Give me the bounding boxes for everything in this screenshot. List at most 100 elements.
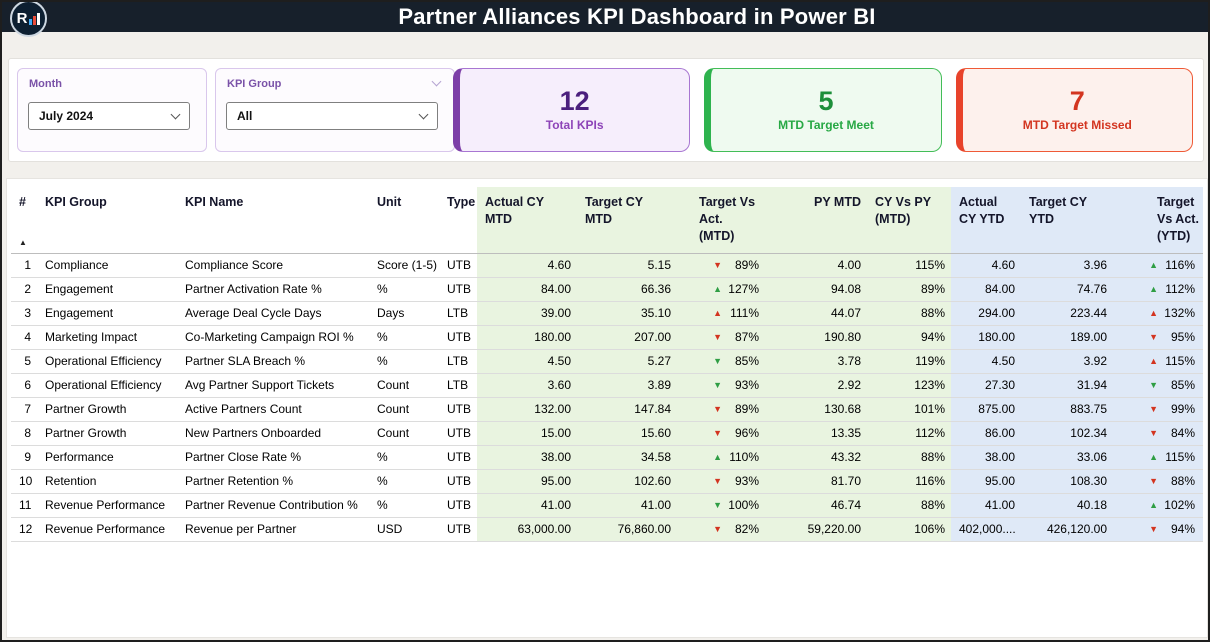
cell-py_mtd: 130.68 xyxy=(765,397,867,422)
triangle-down-icon: ▼ xyxy=(1149,332,1158,342)
cell-tva_ytd: ▼ 84% xyxy=(1113,421,1203,446)
col-header-target_ytd[interactable]: Target CY YTD xyxy=(1021,187,1113,254)
cell-num: 11 xyxy=(11,493,37,518)
cell-target_ytd: 223.44 xyxy=(1021,301,1113,326)
cell-unit: % xyxy=(369,325,439,350)
triangle-up-icon: ▲ xyxy=(1149,500,1158,510)
col-header-num[interactable]: # ▲ xyxy=(11,187,37,254)
cell-py_mtd: 44.07 xyxy=(765,301,867,326)
cell-group: Partner Growth xyxy=(37,397,177,422)
cell-num: 5 xyxy=(11,349,37,374)
cell-unit: Score (1-5) xyxy=(369,253,439,278)
cell-num: 7 xyxy=(11,397,37,422)
triangle-down-icon: ▼ xyxy=(713,380,722,390)
kpi-table: # ▲ KPI Group KPI Name Unit Type Actual CY MTD… xyxy=(11,187,1203,542)
cell-unit: % xyxy=(369,493,439,518)
kpi-row[interactable]: 8 Partner Growth New Partners Onboarded Cou… xyxy=(11,421,1203,446)
pct-value: 85% xyxy=(734,354,759,368)
total-kpis-card[interactable]: 12 Total KPIs xyxy=(453,68,691,152)
kpi-row[interactable]: 9 Performance Partner Close Rate %% UTB 38.0… xyxy=(11,445,1203,470)
col-header-label: Actual CY YTD xyxy=(959,195,1005,226)
col-header-py_mtd[interactable]: PY MTD xyxy=(765,187,867,254)
kpi-row[interactable]: 3 Engagement Average Deal Cycle Days Days LT… xyxy=(11,301,1203,326)
cell-type: LTB xyxy=(439,373,477,398)
pct-value: 94% xyxy=(1170,522,1195,536)
cell-target_ytd: 108.30 xyxy=(1021,469,1113,494)
logo-letter: R xyxy=(16,10,28,27)
col-header-cy_vs_py[interactable]: CY Vs PY (MTD) xyxy=(867,187,951,254)
triangle-down-icon: ▼ xyxy=(713,524,722,534)
kpi-row[interactable]: 10 Retention Partner Retention %% UTB 95.00 1… xyxy=(11,469,1203,494)
cell-target_ytd: 31.94 xyxy=(1021,373,1113,398)
kpi-row[interactable]: 12 Revenue Performance Revenue per Partner… xyxy=(11,517,1203,542)
col-header-actual_ytd[interactable]: Actual CY YTD xyxy=(951,187,1021,254)
cell-cy_vs_py: 119% xyxy=(867,349,951,374)
cell-actual_mtd: 63,000.00 xyxy=(477,517,577,542)
col-header-type[interactable]: Type xyxy=(439,187,477,254)
pct-value: 112% xyxy=(1165,282,1195,296)
col-header-group[interactable]: KPI Group xyxy=(37,187,177,254)
cell-target_ytd: 189.00 xyxy=(1021,325,1113,350)
month-slicer: Month July 2024 xyxy=(17,68,207,152)
cell-tva_mtd: ▼ 93% xyxy=(677,469,765,494)
triangle-down-icon: ▼ xyxy=(713,428,722,438)
mtd-target-meet-card[interactable]: 5 MTD Target Meet xyxy=(704,68,942,152)
cell-num: 12 xyxy=(11,517,37,542)
cell-name: Partner Activation Rate % xyxy=(177,277,369,302)
bar-chart-icon xyxy=(29,12,41,25)
cell-tva_ytd: ▲ 115% xyxy=(1113,349,1203,374)
header-row: # ▲ KPI Group KPI Name Unit Type Actual CY MTD… xyxy=(11,187,1203,254)
kpi-group-dropdown[interactable]: All xyxy=(226,102,438,130)
cell-tva_ytd: ▼ 95% xyxy=(1113,325,1203,350)
cell-actual_mtd: 95.00 xyxy=(477,469,577,494)
cell-group: Retention xyxy=(37,469,177,494)
pct-value: 89% xyxy=(734,258,759,272)
col-header-target_mtd[interactable]: Target CY MTD xyxy=(577,187,677,254)
cell-py_mtd: 4.00 xyxy=(765,253,867,278)
col-header-tva_mtd[interactable]: Target Vs Act. (MTD) xyxy=(677,187,765,254)
cell-num: 1 xyxy=(11,253,37,278)
col-header-tva_ytd[interactable]: Target Vs Act. (YTD) xyxy=(1113,187,1203,254)
mtd-target-missed-card[interactable]: 7 MTD Target Missed xyxy=(955,68,1193,152)
cell-name: Compliance Score xyxy=(177,253,369,278)
cell-target_ytd: 3.92 xyxy=(1021,349,1113,374)
triangle-down-icon: ▼ xyxy=(713,476,722,486)
cell-py_mtd: 59,220.00 xyxy=(765,517,867,542)
cell-actual_mtd: 41.00 xyxy=(477,493,577,518)
pct-value: 84% xyxy=(1170,426,1195,440)
cell-tva_mtd: ▼ 82% xyxy=(677,517,765,542)
col-header-unit[interactable]: Unit xyxy=(369,187,439,254)
col-header-actual_mtd[interactable]: Actual CY MTD xyxy=(477,187,577,254)
kpi-row[interactable]: 4 Marketing Impact Co-Marketing Campaign R… xyxy=(11,325,1203,350)
cell-target_ytd: 3.96 xyxy=(1021,253,1113,278)
pct-value: 95% xyxy=(1170,330,1195,344)
cell-group: Engagement xyxy=(37,277,177,302)
kpi-row[interactable]: 7 Partner Growth Active Partners Count Coun… xyxy=(11,397,1203,422)
kpi-row[interactable]: 6 Operational Efficiency Avg Partner Suppo… xyxy=(11,373,1203,398)
col-header-name[interactable]: KPI Name xyxy=(177,187,369,254)
kpi-row[interactable]: 1 Compliance Compliance Score Score (1-5) UT… xyxy=(11,253,1203,278)
triangle-down-icon: ▼ xyxy=(1149,380,1158,390)
cell-actual_mtd: 132.00 xyxy=(477,397,577,422)
col-header-label: Target Vs Act. (YTD) xyxy=(1157,195,1199,243)
cell-target_mtd: 5.15 xyxy=(577,253,677,278)
cell-type: UTB xyxy=(439,421,477,446)
pct-value: 115% xyxy=(1165,450,1195,464)
cell-tva_mtd: ▼ 87% xyxy=(677,325,765,350)
month-dropdown[interactable]: July 2024 xyxy=(28,102,190,130)
triangle-up-icon: ▲ xyxy=(1149,356,1158,366)
kpi-row[interactable]: 2 Engagement Partner Activation Rate %% UTB… xyxy=(11,277,1203,302)
cell-actual_ytd: 4.50 xyxy=(951,349,1021,374)
cell-target_mtd: 3.89 xyxy=(577,373,677,398)
cell-tva_mtd: ▼ 100% xyxy=(677,493,765,518)
cell-tva_mtd: ▼ 85% xyxy=(677,349,765,374)
cell-actual_ytd: 38.00 xyxy=(951,445,1021,470)
kpi-row[interactable]: 11 Revenue Performance Partner Revenue Con… xyxy=(11,493,1203,518)
cell-target_mtd: 76,860.00 xyxy=(577,517,677,542)
pct-value: 115% xyxy=(1165,354,1195,368)
cell-target_ytd: 33.06 xyxy=(1021,445,1113,470)
cell-actual_ytd: 294.00 xyxy=(951,301,1021,326)
cell-type: UTB xyxy=(439,493,477,518)
col-header-label: KPI Name xyxy=(185,195,244,209)
kpi-row[interactable]: 5 Operational Efficiency Partner SLA Breac… xyxy=(11,349,1203,374)
